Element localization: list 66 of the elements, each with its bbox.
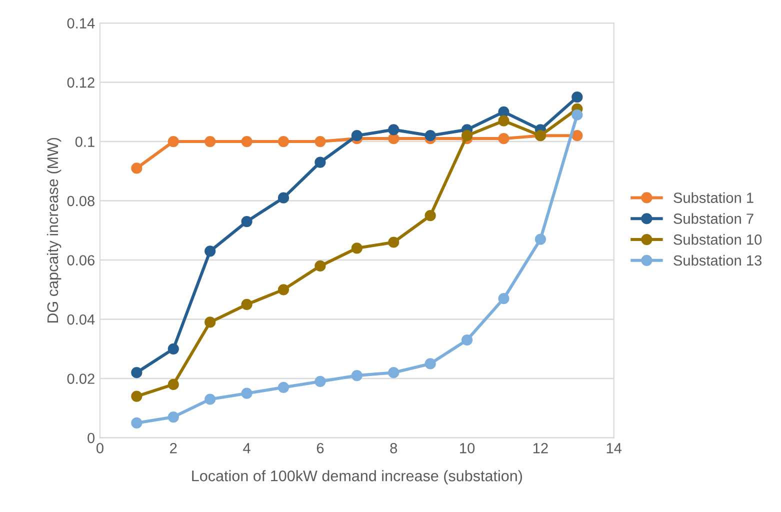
point — [498, 106, 510, 118]
x-tick-label: 6 — [316, 443, 324, 454]
x-tick-label: 10 — [460, 443, 475, 454]
y-tick-label: 0.1 — [75, 136, 94, 147]
point — [241, 388, 252, 399]
point — [351, 130, 362, 142]
y-tick-label: 0.04 — [67, 314, 95, 325]
point — [388, 133, 400, 144]
point — [278, 136, 290, 148]
point — [314, 156, 326, 168]
legend-label: Substation 7 — [674, 213, 754, 224]
point — [351, 242, 362, 254]
point — [424, 210, 436, 222]
point — [498, 292, 510, 304]
point — [131, 162, 142, 174]
point — [241, 298, 252, 310]
y-tick-label: 0.12 — [67, 77, 94, 88]
x-tick-label: 8 — [390, 443, 398, 454]
point — [461, 130, 473, 142]
point — [278, 192, 290, 204]
point — [204, 246, 216, 257]
point — [168, 411, 179, 423]
x-tick-label: 4 — [243, 443, 250, 454]
x-axis-title: Location of 100kW demand increase (substation) — [192, 470, 522, 484]
point — [388, 236, 400, 248]
point — [498, 115, 510, 126]
point — [204, 136, 216, 148]
point — [572, 109, 583, 120]
point — [388, 367, 400, 378]
point — [314, 376, 326, 388]
point — [241, 136, 252, 148]
point — [424, 358, 436, 370]
point — [168, 343, 179, 354]
legend-label: Substation 13 — [674, 254, 762, 266]
point — [498, 133, 510, 144]
point — [204, 316, 216, 328]
y-tick-label: 0 — [88, 432, 95, 444]
legend-label: Substation 10 — [674, 234, 762, 245]
point — [461, 334, 473, 346]
point — [534, 234, 546, 245]
point — [314, 260, 326, 272]
y-axis-title: DG capcaity increase (MW) — [46, 138, 62, 323]
y-tick-label: 0.14 — [67, 18, 95, 28]
point — [131, 367, 142, 378]
point — [572, 92, 583, 103]
point — [572, 130, 583, 142]
point — [388, 124, 400, 136]
point — [278, 382, 290, 393]
x-tick-label: 12 — [533, 443, 548, 454]
x-tick-label: 2 — [170, 443, 177, 454]
legend-label: Substation 1 — [674, 192, 754, 203]
point — [351, 370, 362, 382]
point — [278, 284, 290, 296]
point — [314, 136, 326, 148]
point — [204, 394, 216, 405]
point — [131, 417, 142, 429]
y-tick-label: 0.08 — [67, 196, 94, 206]
point — [131, 390, 142, 402]
y-tick-label: 0.02 — [67, 374, 94, 384]
point — [424, 130, 436, 142]
point — [241, 216, 252, 228]
x-tick-label: 14 — [606, 443, 622, 454]
y-tick-label: 0.06 — [67, 255, 94, 266]
x-tick-label: 0 — [96, 443, 104, 454]
point — [168, 136, 179, 148]
point — [168, 378, 179, 390]
